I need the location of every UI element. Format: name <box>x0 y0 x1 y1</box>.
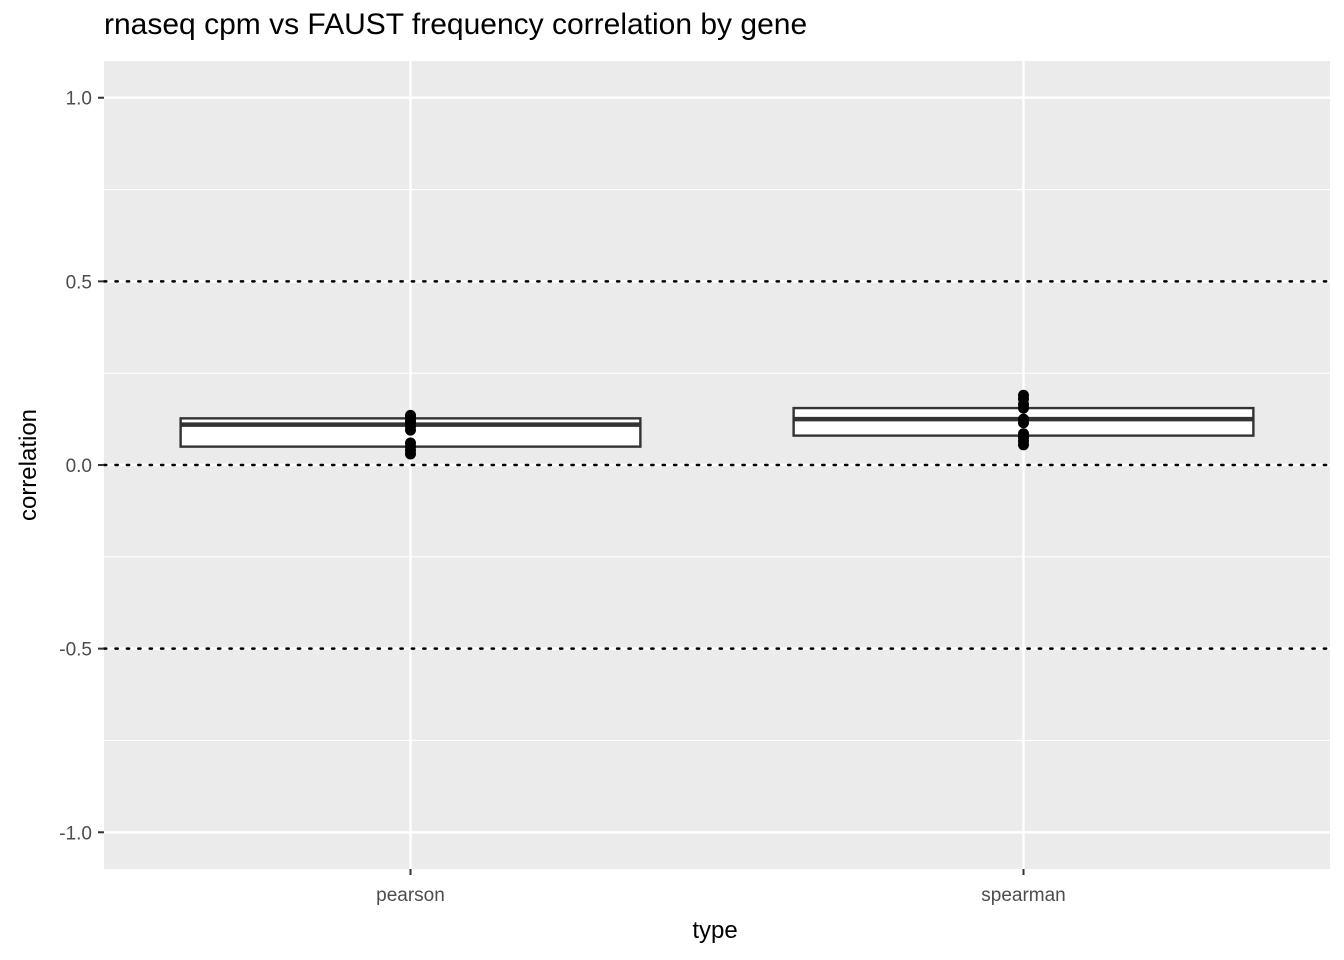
x-tick-label: pearson <box>376 885 445 906</box>
data-point <box>1018 428 1029 440</box>
y-axis-label: correlation <box>15 409 42 521</box>
x-tick-label: spearman <box>981 885 1066 906</box>
data-point <box>1018 413 1029 425</box>
data-point <box>405 409 416 421</box>
chart-title: rnaseq cpm vs FAUST frequency correlatio… <box>104 8 808 41</box>
y-tick-label: 0.0 <box>66 456 92 477</box>
y-axis: -1.0 -0.5 0.0 0.5 1.0 <box>59 89 104 844</box>
minor-gridlines <box>104 188 1330 742</box>
y-tick-label: -1.0 <box>59 823 92 844</box>
y-tick-label: 1.0 <box>66 89 92 110</box>
reference-lines <box>102 280 1332 650</box>
x-axis-label: type <box>692 917 737 944</box>
data-point <box>405 437 416 449</box>
data-point <box>1018 389 1029 401</box>
y-tick-label: 0.5 <box>66 272 92 293</box>
y-tick-label: -0.5 <box>59 640 92 661</box>
points <box>405 389 1029 460</box>
x-axis: pearson spearman <box>376 869 1066 906</box>
